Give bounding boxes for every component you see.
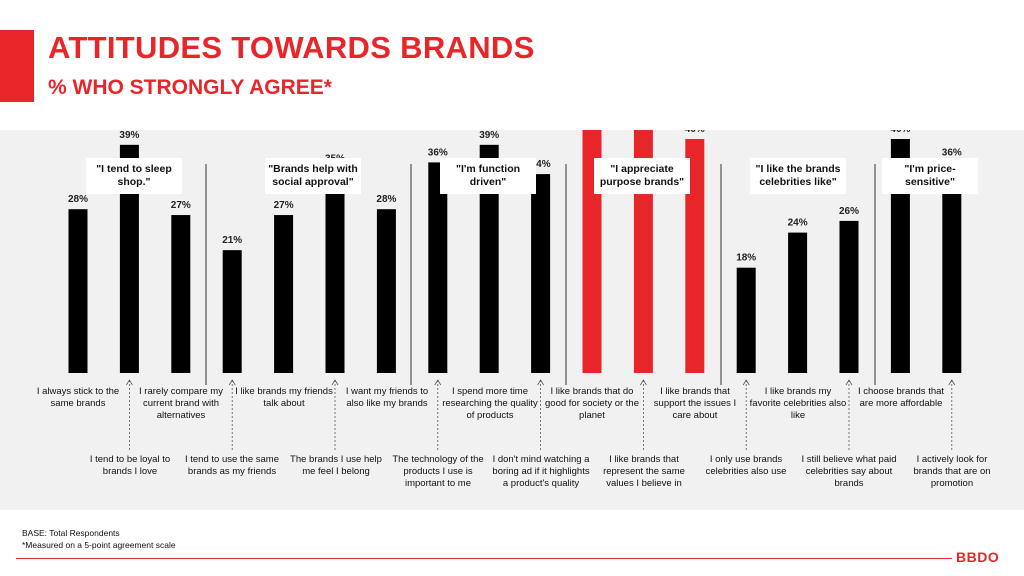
arrow-up-icon	[640, 379, 647, 386]
statement-label: I rarely compare my current brand with a…	[139, 386, 223, 421]
group-label-celebrities: "I like the brands celebrities like"	[750, 158, 846, 194]
scale-footnote: *Measured on a 5-point agreement scale	[22, 540, 176, 550]
bar	[68, 209, 88, 373]
bar	[274, 215, 294, 373]
bar	[942, 162, 962, 373]
bar	[119, 144, 139, 373]
value-label: 28%	[376, 194, 396, 205]
arrow-up-icon	[948, 379, 956, 386]
footer-divider	[16, 558, 952, 559]
statement-label: I want my friends to also like my brands	[345, 386, 429, 409]
title-accent-block	[0, 30, 34, 102]
bar	[428, 162, 448, 373]
value-label: 26%	[839, 206, 859, 217]
bar	[788, 232, 808, 373]
statement-label: I like brands that do good for society o…	[545, 386, 639, 421]
statement-label: I tend to be loyal to brands I love	[89, 454, 171, 477]
statement-label: I don't mind watching a boring ad if it …	[492, 454, 590, 489]
value-label: 36%	[942, 147, 962, 158]
statement-label: I tend to use the same brands as my frie…	[184, 454, 279, 477]
base-text: BASE: Total Respondents	[22, 528, 120, 538]
value-label: 21%	[222, 235, 242, 246]
statement-label: I choose brands that are more affordable	[857, 386, 945, 409]
bbdo-logo: BBDO	[956, 549, 1000, 565]
group-label-function-driven: "I'm function driven"	[440, 158, 536, 194]
value-label: 39%	[119, 130, 139, 141]
statement-label: I like brands that represent the same va…	[603, 454, 685, 489]
value-label: 40%	[685, 130, 705, 135]
bar	[736, 267, 756, 373]
value-label: 40%	[890, 130, 910, 135]
arrow-up-icon	[537, 379, 544, 386]
statement-label: I like brands my favorite celebrities al…	[749, 386, 847, 421]
value-label: 27%	[171, 200, 191, 211]
group-label-price-sensitive: "I'm price-sensitive"	[882, 158, 978, 194]
value-label: 34%	[531, 159, 551, 170]
arrow-up-icon	[228, 379, 236, 386]
bar	[839, 220, 859, 373]
arrow-up-icon	[331, 379, 339, 386]
arrow-up-icon	[126, 379, 133, 386]
value-label: 18%	[736, 253, 756, 264]
statement-label: The technology of the products I use is …	[392, 454, 484, 489]
statement-label: The brands I use help me feel I belong	[290, 454, 382, 477]
arrow-up-icon	[434, 379, 442, 386]
statement-label: I like brands that support the issues I …	[653, 386, 737, 421]
bar	[890, 139, 910, 373]
value-label: 39%	[479, 130, 499, 141]
group-label-purpose-brands: "I appreciate purpose brands"	[594, 158, 690, 194]
base-note: BASE: Total Respondents *Measured on a 5…	[22, 527, 176, 551]
bar-chart: 28%39%27%21%27%35%28%36%39%34%44%43%40%1…	[68, 130, 962, 450]
bar	[531, 174, 551, 373]
bar	[171, 215, 191, 373]
page-subtitle: % WHO STRONGLY AGREE*	[48, 76, 332, 99]
group-label-social-approval: "Brands help with social approval"	[265, 158, 361, 194]
statement-label: I spend more time researching the qualit…	[442, 386, 538, 421]
statement-label: I actively look for brands that are on p…	[913, 454, 991, 489]
statement-label: I like brands my friends talk about	[235, 386, 333, 409]
value-label: 36%	[428, 147, 448, 158]
statement-label: I only use brands celebrities also use	[705, 454, 787, 477]
bar	[325, 168, 345, 373]
page-title: ATTITUDES TOWARDS BRANDS	[48, 30, 535, 65]
statement-label: I still believe what paid celebrities sa…	[801, 454, 897, 489]
bar	[479, 144, 499, 373]
bar	[376, 209, 396, 373]
value-label: 27%	[274, 200, 294, 211]
bar	[685, 139, 705, 373]
value-label: 28%	[68, 194, 88, 205]
arrow-up-icon	[742, 379, 750, 386]
bar	[222, 250, 242, 373]
arrow-up-icon	[845, 379, 853, 386]
value-label: 24%	[788, 218, 808, 229]
group-label-sleep-shop: "I tend to sleep shop."	[86, 158, 182, 194]
statement-label: I always stick to the same brands	[36, 386, 120, 409]
